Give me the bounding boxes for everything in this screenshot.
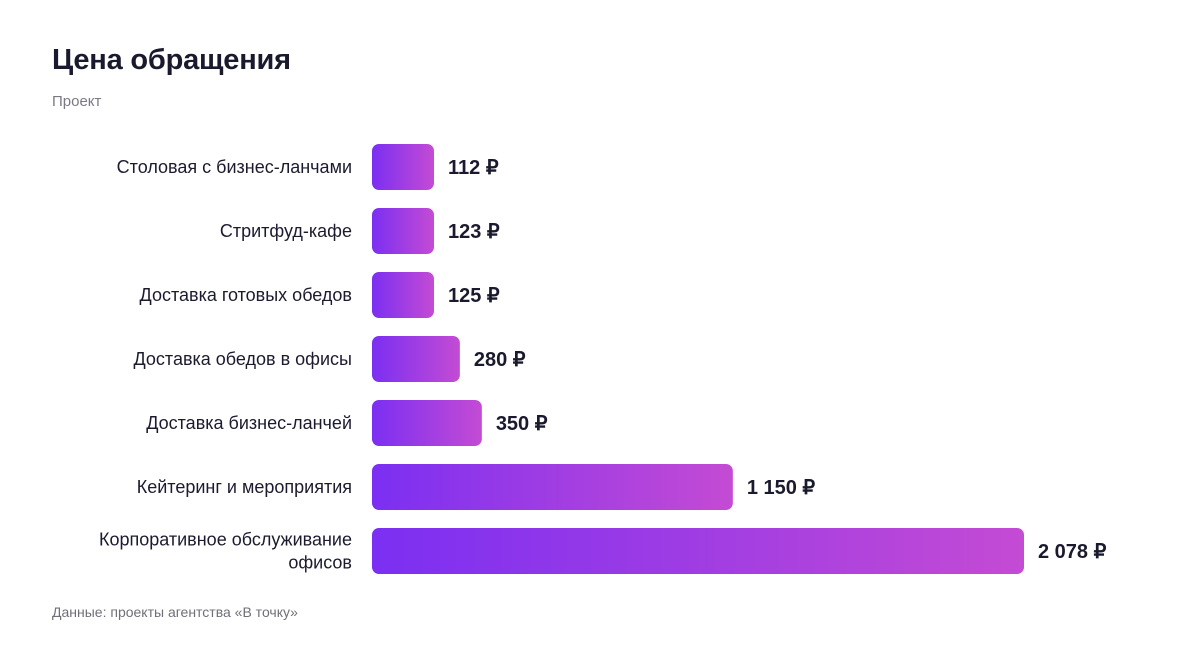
bar [372,336,460,382]
bar [372,144,434,190]
value-label: 123 ₽ [448,221,500,243]
bar [372,272,434,318]
category-label: Корпоративное обслуживание офисов [99,530,352,573]
bar [372,464,733,510]
source-note: Данные: проекты агентства «В точку» [52,604,298,620]
value-label: 280 ₽ [474,349,526,371]
value-label: 350 ₽ [496,413,548,435]
value-label: 1 150 ₽ [747,477,816,499]
category-label: Доставка обедов в офисы [134,349,353,369]
category-label: Доставка бизнес-ланчей [146,413,352,433]
value-label: 2 078 ₽ [1038,541,1107,563]
category-label: Столовая с бизнес-ланчами [117,157,352,177]
bar [372,208,434,254]
category-label: Стритфуд-кафе [220,221,352,241]
value-label: 112 ₽ [448,157,499,179]
chart-title: Цена обращения [52,44,291,76]
chart-subtitle: Проект [52,93,102,110]
value-label: 125 ₽ [448,285,500,307]
category-label: Доставка готовых обедов [140,285,352,305]
bar [372,528,1024,574]
category-label: Кейтеринг и мероприятия [137,477,352,497]
bar [372,400,482,446]
